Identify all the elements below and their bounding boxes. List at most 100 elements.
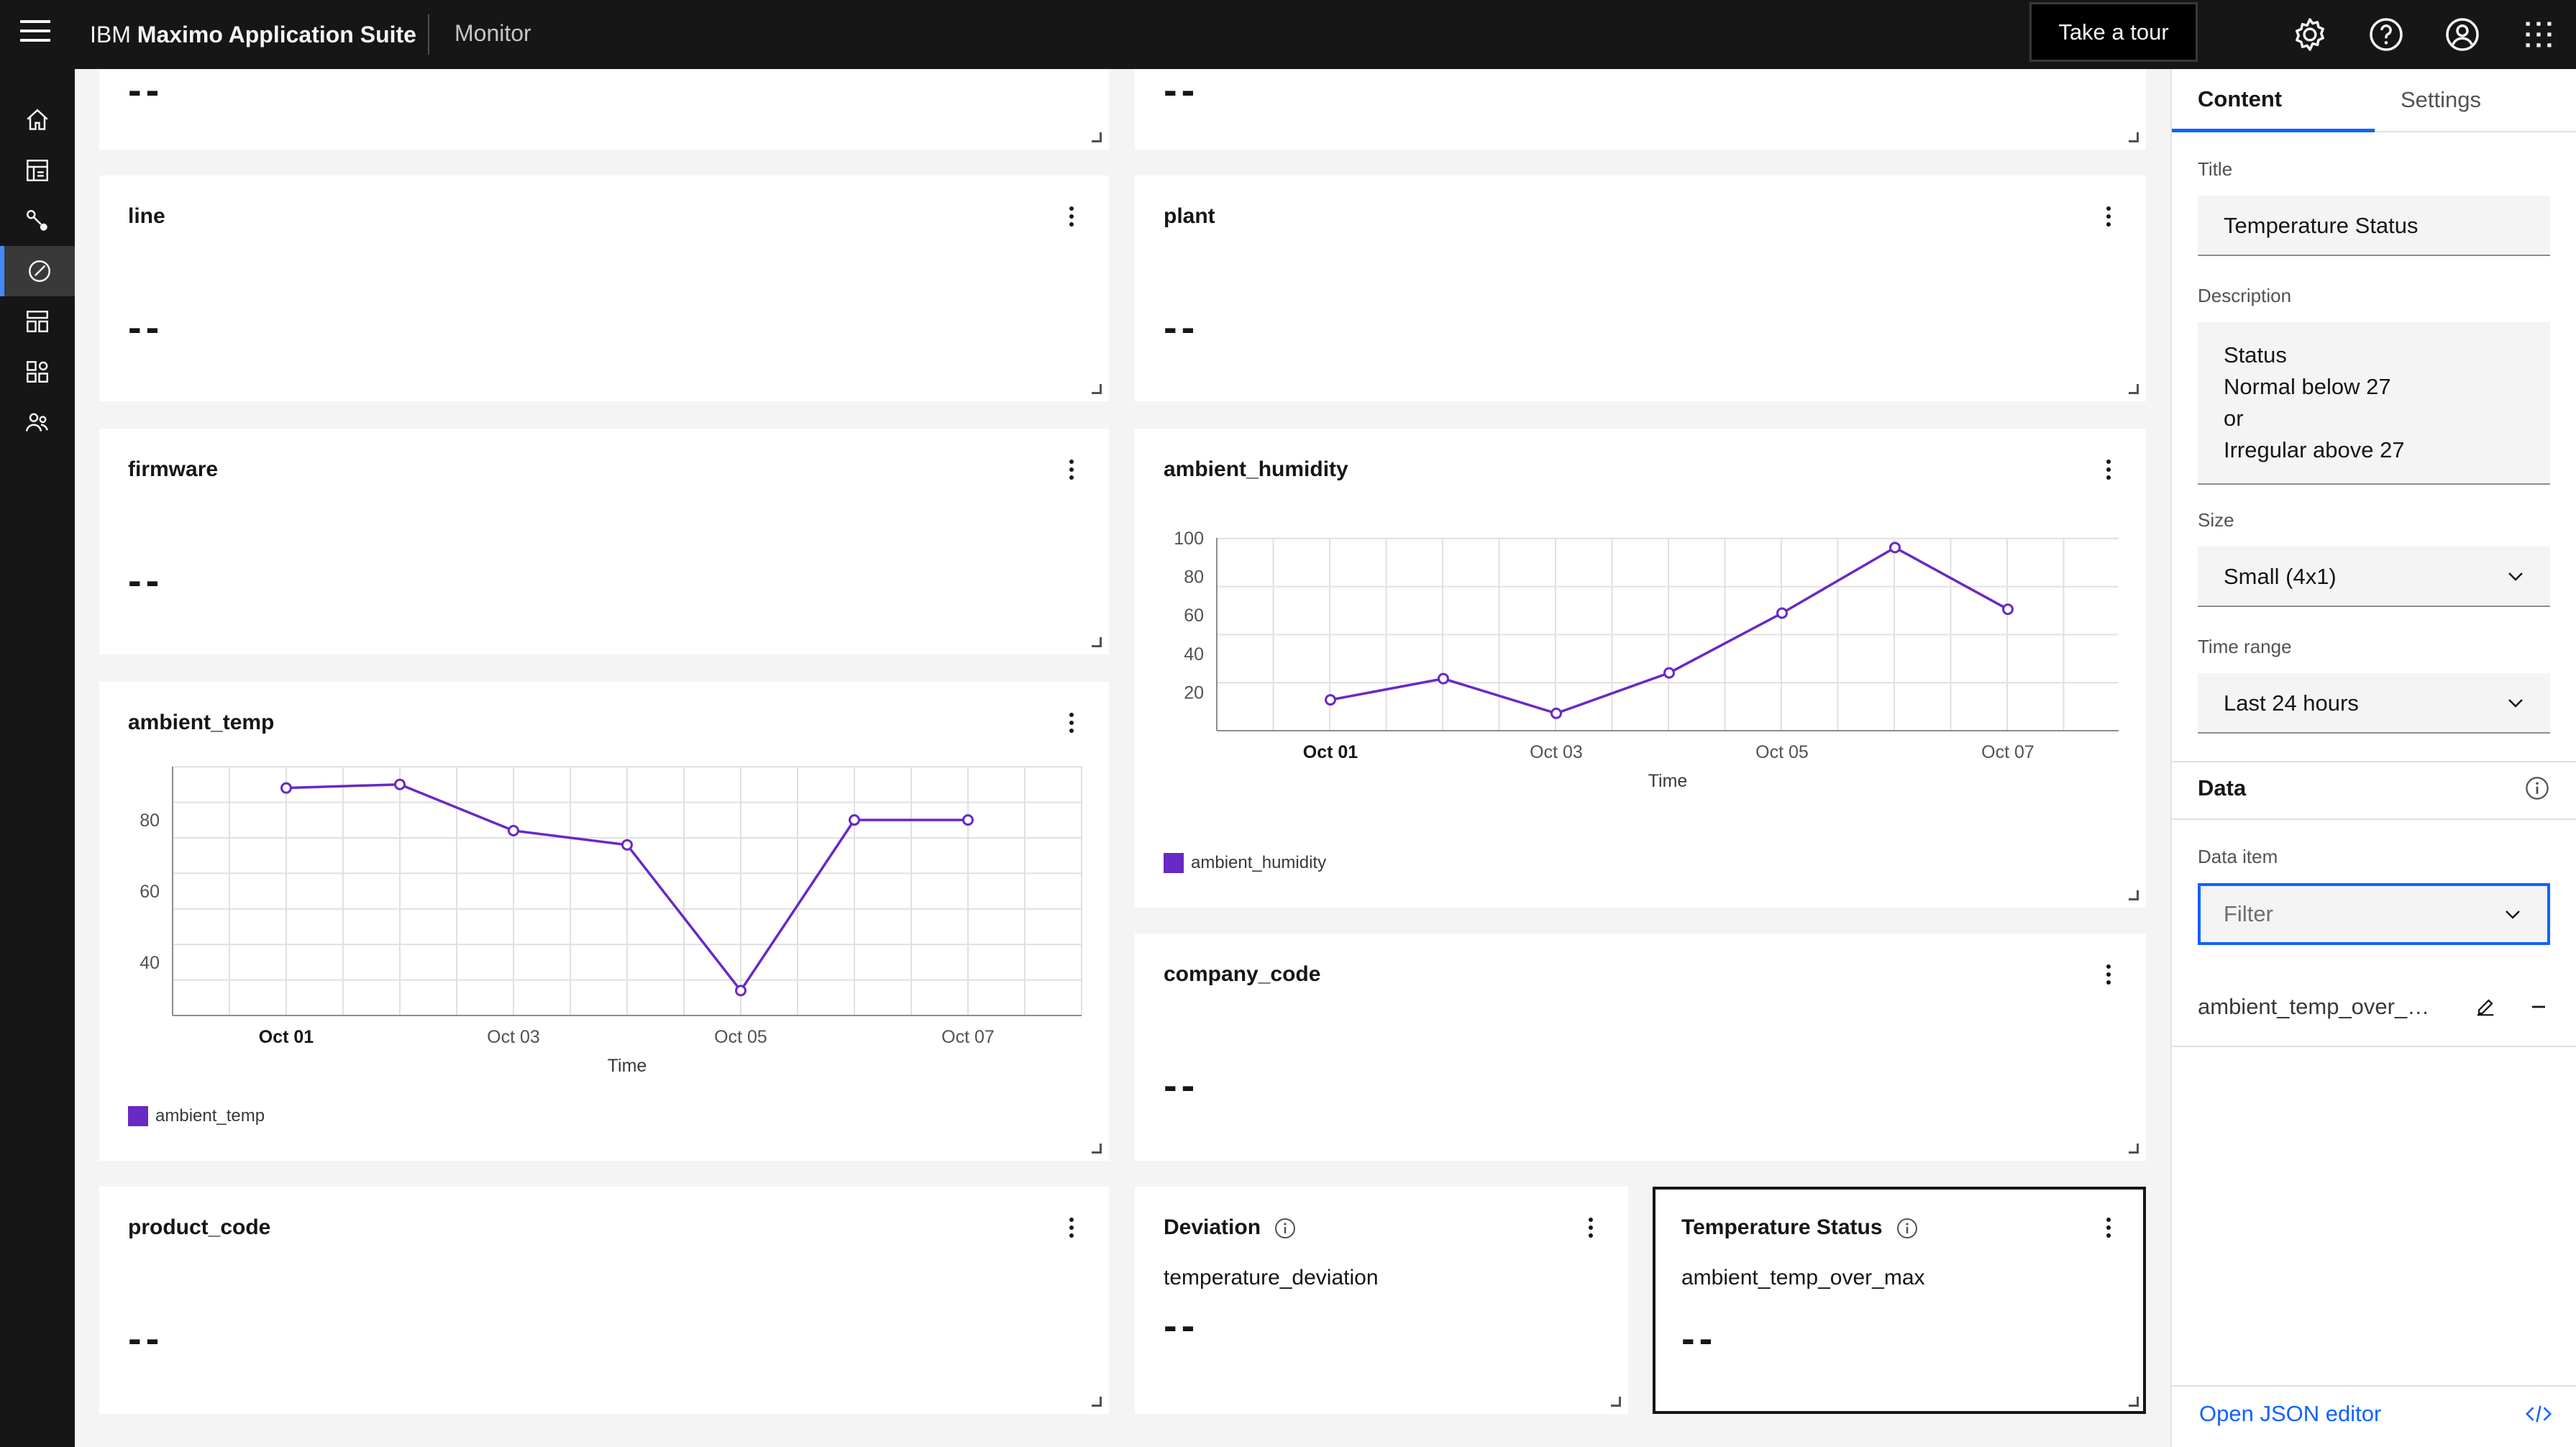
x-tick-label: Oct 07 [1981,742,2034,762]
tab-content[interactable]: Content [2172,69,2375,132]
monitor-icon[interactable] [0,246,75,296]
card-value: -- [1681,1315,1717,1361]
legend-swatch [1164,853,1184,873]
card-value: -- [1164,304,1200,350]
card-value: -- [128,67,164,112]
overflow-menu-icon[interactable] [2100,204,2117,233]
info-icon[interactable] [1274,1217,1297,1240]
y-tick-label: 100 [1174,529,1204,549]
card-subtitle: temperature_deviation [1164,1266,1379,1289]
assets-icon[interactable] [0,347,75,397]
card-ambient-humidity[interactable]: ambient_humidity 20 40 60 80 100 Oct 01 Oct 03… [1135,429,2146,908]
product-name[interactable]: IBM Maximo Application Suite [90,19,416,50]
edit-icon[interactable] [2472,994,2498,1020]
card-top-right[interactable]: -- [1135,67,2146,150]
overflow-menu-icon[interactable] [1063,204,1080,233]
user-avatar-icon[interactable] [2442,14,2483,55]
title-input[interactable]: Temperature Status [2198,196,2550,256]
chevron-down-icon [2508,572,2523,581]
y-tick-label: 20 [1184,683,1204,703]
resize-handle-icon[interactable] [1092,132,1102,142]
overflow-menu-icon[interactable] [1582,1215,1599,1244]
time-range-dropdown[interactable]: Last 24 hours [2198,673,2550,734]
resize-handle-icon[interactable] [1092,637,1102,647]
help-icon[interactable] [2366,14,2406,55]
data-point [394,778,406,790]
data-point [280,782,292,794]
resize-handle-icon[interactable] [1092,1144,1102,1154]
data-point [1325,694,1336,706]
card-product-code[interactable]: product_code -- [99,1187,1109,1414]
card-value: -- [128,1315,164,1361]
size-label: Size [2198,509,2234,531]
card-value: -- [1164,1302,1200,1348]
resize-handle-icon[interactable] [2129,1397,2139,1407]
card-value: -- [128,557,164,603]
users-icon[interactable] [0,397,75,447]
humidity-line-chart: 20 40 60 80 100 Oct 01 Oct 03 Oct 05 Oct 07 Time [1174,529,2119,791]
overflow-menu-icon[interactable] [2100,1215,2117,1244]
info-icon[interactable] [1896,1217,1919,1240]
panel-divider [2172,818,2576,820]
remove-icon[interactable] [2526,994,2552,1020]
overflow-menu-icon[interactable] [1063,1215,1080,1244]
card-value: -- [1164,1062,1200,1108]
data-point [962,814,974,826]
take-a-tour-button[interactable]: Take a tour [2029,2,2198,62]
card-line[interactable]: line -- [99,175,1109,401]
data-point [1438,672,1449,685]
filter-placeholder: Filter [2224,901,2273,926]
chart-legend[interactable]: ambient_temp [128,1106,265,1126]
module-name[interactable]: Monitor [455,20,531,46]
data-point [1889,542,1901,554]
card-plant[interactable]: plant -- [1135,175,2146,401]
tab-settings[interactable]: Settings [2375,69,2576,132]
resize-handle-icon[interactable] [2129,890,2139,900]
y-tick-label: 80 [140,811,160,831]
card-firmware[interactable]: firmware -- [99,429,1109,654]
overflow-menu-icon[interactable] [1063,457,1080,486]
setup-icon[interactable] [0,296,75,347]
resize-handle-icon[interactable] [2129,132,2139,142]
card-company-code[interactable]: company_code -- [1135,934,2146,1161]
description-textarea[interactable]: Status Normal below 27 or Irregular abov… [2198,322,2550,485]
temp-line-chart: 40 60 80 Oct 01 Oct 03 Oct 05 Oct 07 Time [140,766,1082,1076]
overflow-menu-icon[interactable] [1063,711,1080,739]
y-tick-label: 60 [1184,606,1204,626]
card-title: firmware [128,457,219,481]
y-tick-label: 80 [1184,567,1204,588]
card-title: company_code [1164,962,1321,986]
y-tick-label: 40 [140,953,160,973]
data-item-filter[interactable]: Filter [2198,883,2550,945]
resize-handle-icon[interactable] [2129,1144,2139,1154]
top-header: IBM Maximo Application Suite Monitor Tak… [0,0,2576,69]
app-switcher-icon[interactable] [2518,14,2559,55]
resize-handle-icon[interactable] [1092,1397,1102,1407]
menu-icon[interactable] [20,20,50,49]
card-deviation[interactable]: Deviation temperature_deviation -- [1135,1187,1628,1414]
overflow-menu-icon[interactable] [2100,962,2117,991]
home-icon[interactable] [0,95,75,145]
time-range-label: Time range [2198,636,2292,657]
card-title: product_code [128,1215,271,1239]
overflow-menu-icon[interactable] [2100,457,2117,486]
legend-swatch [128,1106,148,1126]
resize-handle-icon[interactable] [1611,1397,1621,1407]
resize-handle-icon[interactable] [1092,384,1102,394]
card-top-left[interactable]: -- [99,67,1109,150]
x-tick-label: Oct 07 [941,1027,995,1047]
info-icon[interactable] [2524,775,2550,801]
dashboard-icon[interactable] [0,145,75,196]
data-point [849,814,860,826]
open-json-editor-link[interactable]: Open JSON editor [2199,1401,2382,1426]
title-label: Title [2198,158,2233,180]
card-temperature-status[interactable]: Temperature Status ambient_temp_over_max… [1653,1187,2146,1414]
devices-icon[interactable] [0,196,75,246]
resize-handle-icon[interactable] [2129,384,2139,394]
size-dropdown[interactable]: Small (4x1) [2198,547,2550,607]
chart-legend[interactable]: ambient_humidity [1164,853,1326,873]
code-icon[interactable] [2524,1400,2553,1428]
data-point [621,839,633,851]
card-ambient-temp[interactable]: ambient_temp 40 60 80 Oct 01 Oct 03 Oct 05 Oct… [99,682,1109,1161]
gear-icon[interactable] [2290,14,2330,55]
